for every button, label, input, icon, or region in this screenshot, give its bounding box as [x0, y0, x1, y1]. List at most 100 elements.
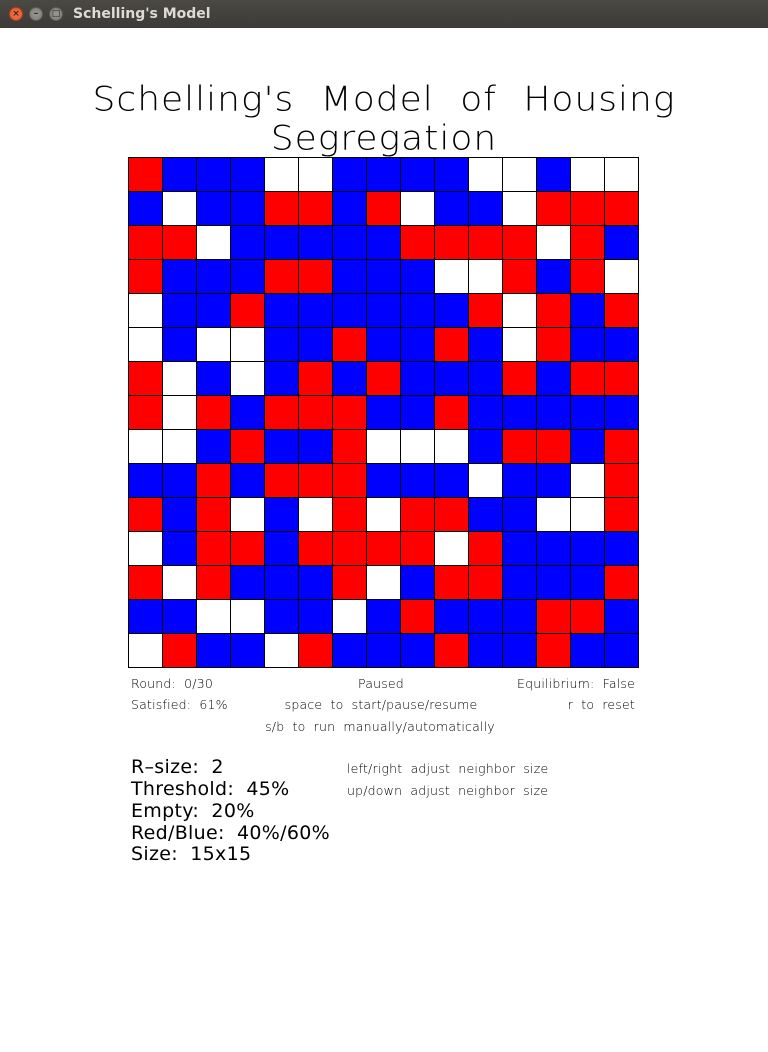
grid-cell — [469, 634, 503, 668]
grid-cell — [163, 532, 197, 566]
grid-cell — [265, 498, 299, 532]
window-titlebar[interactable]: × – □ Schelling's Model — [0, 0, 768, 28]
size-param: Size: 15x15 — [131, 843, 252, 865]
grid-cell — [401, 158, 435, 192]
grid-cell — [333, 226, 367, 260]
maximize-window-button[interactable]: □ — [49, 7, 63, 21]
grid-cell — [605, 294, 639, 328]
grid-cell — [231, 294, 265, 328]
grid-cell — [401, 464, 435, 498]
grid-cell — [503, 226, 537, 260]
grid-cell — [367, 260, 401, 294]
grid-cell — [571, 192, 605, 226]
grid-cell — [571, 396, 605, 430]
grid-cell — [435, 192, 469, 226]
grid-cell — [435, 226, 469, 260]
grid-cell — [265, 362, 299, 396]
grid-cell — [537, 430, 571, 464]
grid-cell — [163, 464, 197, 498]
grid-cell — [537, 498, 571, 532]
grid-cell — [265, 600, 299, 634]
grid-cell — [605, 192, 639, 226]
grid-cell — [129, 294, 163, 328]
grid-cell — [605, 566, 639, 600]
grid-cell — [605, 328, 639, 362]
grid-cell — [129, 260, 163, 294]
grid-cell — [265, 192, 299, 226]
grid-cell — [129, 362, 163, 396]
grid-cell — [401, 226, 435, 260]
grid-cell — [503, 260, 537, 294]
grid-cell — [435, 430, 469, 464]
minimize-window-button[interactable]: – — [29, 7, 43, 21]
page-title: Schelling's Model of Housing Segregation — [92, 80, 676, 158]
grid-cell — [401, 532, 435, 566]
grid-cell — [333, 158, 367, 192]
grid-cell — [299, 396, 333, 430]
grid-cell — [401, 328, 435, 362]
grid-cell — [197, 362, 231, 396]
grid-cell — [299, 430, 333, 464]
grid-cell — [605, 430, 639, 464]
grid-cell — [129, 192, 163, 226]
grid-cell — [265, 260, 299, 294]
housing-grid — [128, 157, 639, 668]
grid-cell — [503, 532, 537, 566]
grid-cell — [299, 192, 333, 226]
reset-key-hint: r to reset — [567, 697, 635, 712]
grid-cell — [129, 396, 163, 430]
equilibrium-status: Equilibrium: False — [517, 676, 635, 691]
grid-cell — [469, 566, 503, 600]
simulation-canvas[interactable]: Schelling's Model of Housing Segregation… — [0, 28, 768, 1052]
threshold-param: Threshold: 45% — [131, 778, 290, 800]
grid-cell — [231, 430, 265, 464]
grid-cell — [231, 498, 265, 532]
grid-cell — [129, 532, 163, 566]
grid-cell — [265, 158, 299, 192]
grid-cell — [197, 294, 231, 328]
grid-cell — [537, 464, 571, 498]
grid-cell — [231, 226, 265, 260]
grid-cell — [163, 260, 197, 294]
grid-cell — [435, 158, 469, 192]
grid-cell — [163, 226, 197, 260]
grid-cell — [503, 634, 537, 668]
grid-cell — [197, 464, 231, 498]
grid-cell — [469, 260, 503, 294]
grid-cell — [265, 566, 299, 600]
grid-cell — [367, 634, 401, 668]
grid-cell — [571, 158, 605, 192]
grid-cell — [231, 158, 265, 192]
grid-cell — [129, 498, 163, 532]
grid-cell — [401, 566, 435, 600]
grid-cell — [197, 192, 231, 226]
close-window-button[interactable]: × — [9, 7, 23, 21]
grid-cell — [435, 260, 469, 294]
grid-cell — [197, 532, 231, 566]
grid-cell — [129, 226, 163, 260]
grid-cell — [299, 566, 333, 600]
grid-cell — [231, 328, 265, 362]
up-down-key-hint: up/down adjust neighbor size — [347, 783, 549, 798]
grid-cell — [571, 226, 605, 260]
grid-cell — [163, 634, 197, 668]
grid-cell — [435, 566, 469, 600]
grid-cell — [435, 362, 469, 396]
window-title: Schelling's Model — [73, 6, 211, 22]
grid-cell — [503, 498, 537, 532]
run-mode-hint: s/b to run manually/automatically — [265, 719, 495, 734]
grid-cell — [605, 600, 639, 634]
grid-cell — [265, 464, 299, 498]
grid-cell — [605, 260, 639, 294]
grid-cell — [503, 430, 537, 464]
grid-cell — [503, 158, 537, 192]
grid-cell — [163, 600, 197, 634]
grid-cell — [197, 226, 231, 260]
grid-cell — [571, 600, 605, 634]
grid-cell — [333, 566, 367, 600]
grid-cell — [435, 532, 469, 566]
grid-cell — [367, 328, 401, 362]
grid-cell — [469, 226, 503, 260]
grid-cell — [605, 158, 639, 192]
grid-cell — [435, 328, 469, 362]
